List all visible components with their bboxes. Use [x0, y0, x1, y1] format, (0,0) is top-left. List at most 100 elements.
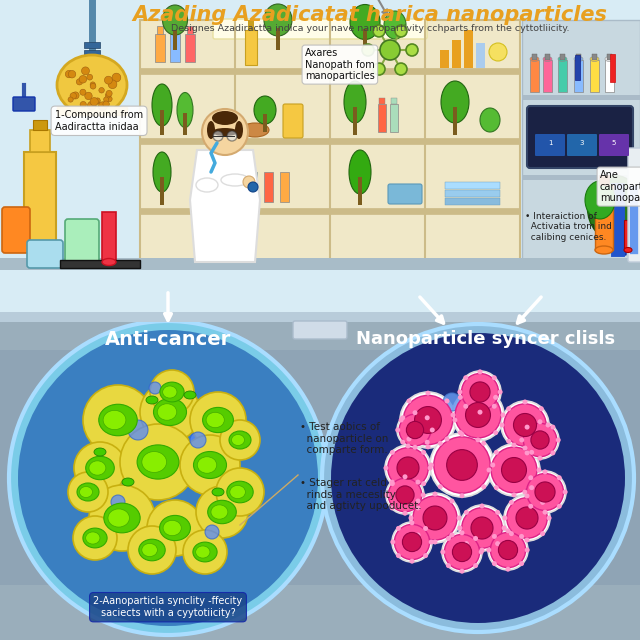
Ellipse shape	[104, 503, 140, 533]
Bar	[185, 34, 195, 62]
Circle shape	[147, 500, 203, 556]
Circle shape	[525, 538, 529, 543]
Bar	[560, 54, 565, 60]
Bar	[248, 20, 254, 30]
Circle shape	[492, 375, 497, 380]
Circle shape	[493, 395, 498, 400]
Ellipse shape	[605, 56, 614, 61]
Circle shape	[525, 547, 530, 552]
Circle shape	[458, 395, 463, 400]
Bar	[532, 54, 537, 60]
Ellipse shape	[402, 535, 422, 549]
Circle shape	[445, 436, 449, 442]
Circle shape	[90, 97, 99, 106]
Bar	[24, 152, 56, 242]
Circle shape	[112, 73, 121, 82]
Circle shape	[438, 484, 443, 489]
Ellipse shape	[501, 461, 527, 479]
Polygon shape	[618, 240, 640, 255]
Bar	[575, 55, 580, 80]
Circle shape	[390, 506, 395, 510]
Circle shape	[504, 404, 546, 446]
Circle shape	[538, 419, 543, 424]
Circle shape	[479, 550, 484, 554]
Circle shape	[70, 93, 77, 99]
Circle shape	[425, 415, 429, 420]
Circle shape	[390, 450, 395, 455]
Circle shape	[65, 70, 73, 78]
Circle shape	[190, 392, 246, 448]
Bar	[0, 312, 640, 322]
Circle shape	[103, 101, 109, 108]
Bar	[84, 42, 100, 48]
Ellipse shape	[193, 451, 227, 479]
Ellipse shape	[534, 484, 556, 499]
Ellipse shape	[153, 152, 171, 192]
Circle shape	[408, 515, 413, 520]
Text: Nanoparticle syncer clisls: Nanoparticle syncer clisls	[356, 330, 616, 348]
Bar	[84, 50, 100, 56]
Ellipse shape	[441, 81, 469, 123]
Circle shape	[415, 499, 420, 504]
Circle shape	[543, 469, 547, 474]
Circle shape	[499, 422, 504, 428]
Bar	[140, 138, 520, 144]
Circle shape	[524, 471, 566, 513]
Bar	[445, 198, 500, 205]
Ellipse shape	[137, 445, 179, 479]
Circle shape	[68, 97, 73, 102]
Circle shape	[84, 92, 92, 100]
Circle shape	[140, 382, 200, 442]
Circle shape	[447, 450, 477, 481]
Bar	[0, 320, 640, 640]
Ellipse shape	[108, 509, 129, 527]
Circle shape	[444, 534, 479, 570]
Bar	[464, 30, 473, 68]
Circle shape	[380, 40, 400, 60]
Ellipse shape	[57, 55, 127, 115]
Circle shape	[433, 540, 438, 545]
Circle shape	[446, 536, 451, 541]
Circle shape	[434, 437, 490, 493]
Bar	[140, 208, 520, 214]
Circle shape	[406, 421, 424, 438]
Bar	[140, 68, 520, 74]
Circle shape	[205, 525, 219, 539]
Circle shape	[99, 88, 104, 93]
Circle shape	[95, 98, 100, 103]
Circle shape	[492, 404, 497, 409]
Circle shape	[509, 531, 514, 536]
Circle shape	[68, 472, 108, 512]
Bar	[155, 34, 165, 62]
FancyBboxPatch shape	[388, 184, 422, 204]
Circle shape	[150, 370, 194, 414]
Ellipse shape	[349, 150, 371, 194]
Circle shape	[511, 492, 516, 497]
Circle shape	[452, 389, 504, 441]
Circle shape	[506, 406, 511, 412]
Text: 2-Aanoparticla synclity -ffecity
saciects with a cyytotiicity?: 2-Aanoparticla synclity -ffecity saciect…	[93, 596, 243, 618]
Bar	[264, 172, 273, 202]
Circle shape	[513, 413, 536, 436]
Ellipse shape	[465, 406, 491, 424]
Circle shape	[460, 531, 465, 535]
Circle shape	[423, 506, 447, 530]
Ellipse shape	[77, 483, 99, 501]
Circle shape	[519, 561, 524, 566]
Circle shape	[390, 479, 395, 484]
Circle shape	[459, 505, 505, 551]
Circle shape	[528, 504, 533, 509]
Circle shape	[429, 540, 434, 545]
Circle shape	[452, 417, 458, 422]
Circle shape	[458, 430, 463, 435]
Circle shape	[460, 493, 465, 498]
Bar	[280, 172, 289, 202]
Circle shape	[400, 392, 456, 448]
Bar	[0, 0, 640, 330]
Ellipse shape	[160, 382, 184, 402]
FancyBboxPatch shape	[599, 134, 629, 156]
Bar	[276, 28, 280, 50]
Circle shape	[492, 534, 497, 539]
Circle shape	[74, 442, 126, 494]
Circle shape	[403, 474, 408, 479]
